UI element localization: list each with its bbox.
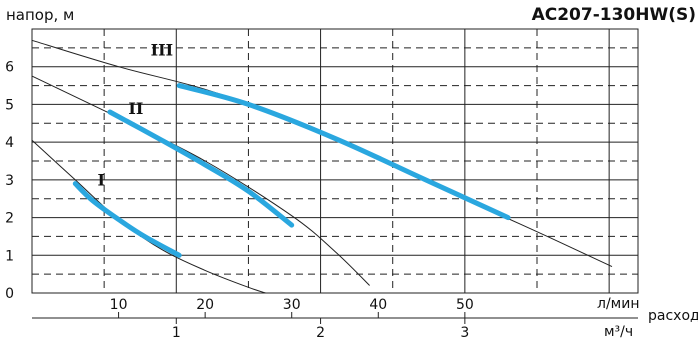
x-tick-label: 50 (456, 297, 474, 313)
series-label-I: I (98, 171, 105, 190)
pump-curve-I (31, 139, 266, 294)
x-tick-labels: 10 20 30 40 50 (110, 297, 474, 313)
y-axis-label: напор, м (6, 6, 74, 24)
operating-ranges (72, 83, 511, 258)
x-unit-primary: л/мин (597, 296, 639, 312)
y-tick-label: 6 (5, 60, 14, 76)
grid (31, 28, 639, 294)
chart-title: AC207-130HW(S) (532, 5, 696, 25)
x-secondary-tick-label: 3 (460, 325, 469, 341)
axes (32, 312, 638, 324)
operating-range-II (107, 109, 295, 228)
y-tick-label: 3 (5, 173, 14, 189)
y-tick-label: 2 (5, 211, 14, 227)
pump-curve-III (31, 39, 613, 268)
y-tick-labels: 0 1 2 3 4 5 6 (5, 60, 14, 302)
y-tick-label: 0 (5, 286, 14, 302)
operating-range-I (72, 181, 182, 258)
x-tick-label: 10 (110, 297, 128, 313)
x-secondary-tick-labels: 1 2 3 (172, 325, 469, 341)
operating-range-III (176, 83, 511, 221)
x-unit-secondary: м³/ч (604, 324, 633, 340)
y-tick-label: 5 (5, 97, 14, 113)
x-axis-label: расход (648, 308, 698, 324)
y-tick-label: 1 (5, 248, 14, 264)
x-tick-label: 30 (283, 297, 301, 313)
pump-curve-II (31, 75, 370, 286)
x-tick-label: 40 (369, 297, 387, 313)
x-secondary-tick-label: 2 (316, 325, 325, 341)
x-secondary-tick-label: 1 (172, 325, 181, 341)
series-label-III: III (151, 40, 173, 59)
y-tick-label: 4 (5, 135, 14, 151)
series-label-II: II (128, 99, 143, 118)
x-tick-label: 20 (196, 297, 214, 313)
